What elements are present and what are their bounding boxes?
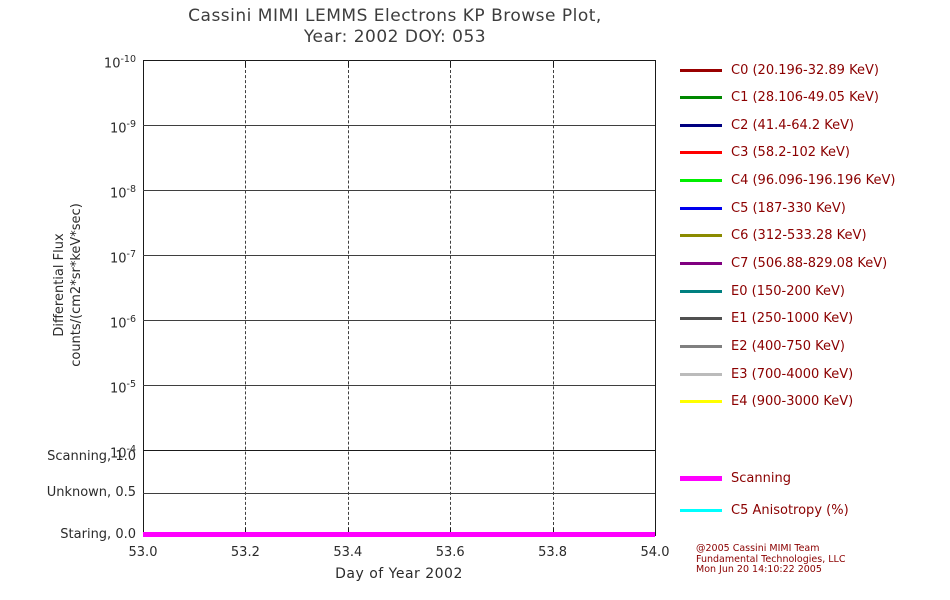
legend-label: E0 (150-200 KeV) — [731, 283, 845, 299]
legend-swatch — [680, 508, 722, 512]
legend-swatch — [680, 96, 722, 100]
y-tick-label: 10-6 — [109, 314, 136, 332]
y-axis-title-line1: Differential Flux — [52, 233, 67, 337]
x-tick-mark — [347, 528, 349, 534]
legend-swatch — [680, 475, 722, 481]
horizontal-gridline — [143, 125, 655, 126]
legend-label: E1 (250-1000 KeV) — [731, 311, 854, 327]
legend-row-channel: C7 (506.88-829.08 KeV) — [680, 254, 887, 274]
legend-swatch — [680, 317, 722, 321]
x-tick-mark — [552, 528, 554, 534]
legend-row-channel: C4 (96.096-196.196 KeV) — [680, 171, 895, 191]
x-tick-mark — [450, 528, 452, 534]
legend-label: C7 (506.88-829.08 KeV) — [731, 256, 888, 272]
x-tick-label: 54.0 — [640, 545, 670, 560]
y-axis-title-line2: counts/(cm2*sr*keV*sec) — [69, 203, 84, 367]
x-tick-label: 53.6 — [435, 545, 465, 560]
vertical-gridline — [245, 60, 247, 535]
x-tick-mark — [450, 61, 452, 67]
legend-swatch — [680, 289, 722, 293]
x-tick-mark — [655, 528, 656, 534]
plot-title-line2: Year: 2002 DOY: 053 — [303, 27, 487, 47]
credits: @2005 Cassini MIMI Team Fundamental Tech… — [696, 543, 846, 576]
legend-swatch — [680, 179, 722, 183]
credits-line3: Mon Jun 20 14:10:22 2005 — [696, 564, 822, 575]
x-tick-mark — [347, 61, 349, 67]
credits-line2: Fundamental Technologies, LLC — [696, 553, 846, 565]
y-tick-label: 10-5 — [109, 379, 136, 397]
legend-row-channel: C2 (41.4-64.2 KeV) — [680, 115, 854, 135]
legend-row-channel: E2 (400-750 KeV) — [680, 337, 845, 357]
mode-tick-label: Scanning, 1.0 — [47, 449, 136, 464]
y-tick-label: 10-9 — [109, 119, 136, 137]
x-tick-label: 53.8 — [538, 545, 568, 560]
plot-title: Cassini MIMI LEMMS Electrons KP Browse P… — [80, 6, 710, 48]
legend-label: E4 (900-3000 KeV) — [731, 394, 854, 410]
legend-swatch — [680, 345, 722, 348]
legend-row-extra: Scanning — [680, 468, 791, 488]
legend-row-channel: E1 (250-1000 KeV) — [680, 309, 853, 329]
legend-label: E3 (700-4000 KeV) — [731, 366, 854, 382]
legend-row-channel: E3 (700-4000 KeV) — [680, 364, 853, 384]
horizontal-gridline — [143, 385, 655, 386]
credits-line1: @2005 Cassini MIMI Team — [696, 543, 820, 554]
legend-row-channel: E0 (150-200 KeV) — [680, 281, 845, 301]
mode-tick-label: Staring, 0.0 — [60, 527, 136, 542]
legend-label: C3 (58.2-102 KeV) — [731, 145, 850, 161]
legend-row-channel: E4 (900-3000 KeV) — [680, 392, 853, 412]
y-tick-label: 10-10 — [103, 54, 136, 72]
plot-title-line1: Cassini MIMI LEMMS Electrons KP Browse P… — [188, 6, 602, 26]
legend-swatch — [680, 68, 722, 72]
x-tick-mark — [143, 61, 144, 67]
legend-label: C2 (41.4-64.2 KeV) — [731, 117, 855, 133]
legend-label: C4 (96.096-196.196 KeV) — [731, 173, 896, 189]
y-tick-label: 10-4 — [109, 444, 136, 462]
horizontal-gridline — [143, 320, 655, 321]
legend-row-channel: C1 (28.106-49.05 KeV) — [680, 88, 879, 108]
legend-label: C6 (312-533.28 KeV) — [731, 228, 867, 244]
x-tick-label: 53.0 — [128, 545, 158, 560]
legend-label: E2 (400-750 KeV) — [731, 339, 845, 354]
legend-swatch — [680, 123, 722, 127]
legend-label: C5 Anisotropy (%) — [731, 502, 849, 518]
legend-row-channel: C3 (58.2-102 KeV) — [680, 143, 850, 163]
x-tick-label: 53.4 — [333, 545, 363, 560]
x-axis-title: Day of Year 2002 — [335, 566, 463, 582]
y-tick-label: 10-7 — [109, 249, 136, 267]
legend-swatch — [680, 400, 722, 404]
legend-swatch — [680, 206, 722, 210]
scanning-line — [143, 532, 655, 537]
x-tick-mark — [552, 61, 554, 67]
legend-row-channel: C6 (312-533.28 KeV) — [680, 226, 867, 246]
mode-tick-label: Unknown, 0.5 — [46, 484, 136, 500]
vertical-gridline — [552, 60, 554, 535]
legend-row-channel: C5 (187-330 KeV) — [680, 198, 846, 218]
x-tick-mark — [245, 528, 247, 534]
legend-row-channel: C0 (20.196-32.89 KeV) — [680, 60, 879, 80]
y-tick-label: 10-8 — [109, 184, 136, 202]
x-tick-mark — [143, 528, 144, 534]
mode-gridline — [143, 492, 655, 494]
legend-label: C1 (28.106-49.05 KeV) — [731, 90, 879, 106]
x-tick-mark — [245, 61, 247, 67]
legend-label: C5 (187-330 KeV) — [731, 200, 846, 216]
horizontal-gridline — [143, 190, 655, 191]
y-axis-title: Differential Flux counts/(cm2*sr*keV*sec… — [51, 203, 85, 367]
x-tick-label: 53.2 — [230, 545, 260, 560]
legend-swatch — [680, 262, 722, 266]
x-tick-mark — [655, 61, 656, 67]
legend-swatch — [680, 234, 722, 238]
legend-swatch — [680, 151, 722, 155]
legend-row-extra: C5 Anisotropy (%) — [680, 500, 849, 520]
legend-label: C0 (20.196-32.89 KeV) — [731, 62, 879, 78]
horizontal-gridline — [143, 255, 655, 256]
legend-label: Scanning — [731, 470, 791, 486]
vertical-gridline — [347, 60, 349, 535]
vertical-gridline — [450, 60, 452, 535]
legend-swatch — [680, 372, 722, 376]
